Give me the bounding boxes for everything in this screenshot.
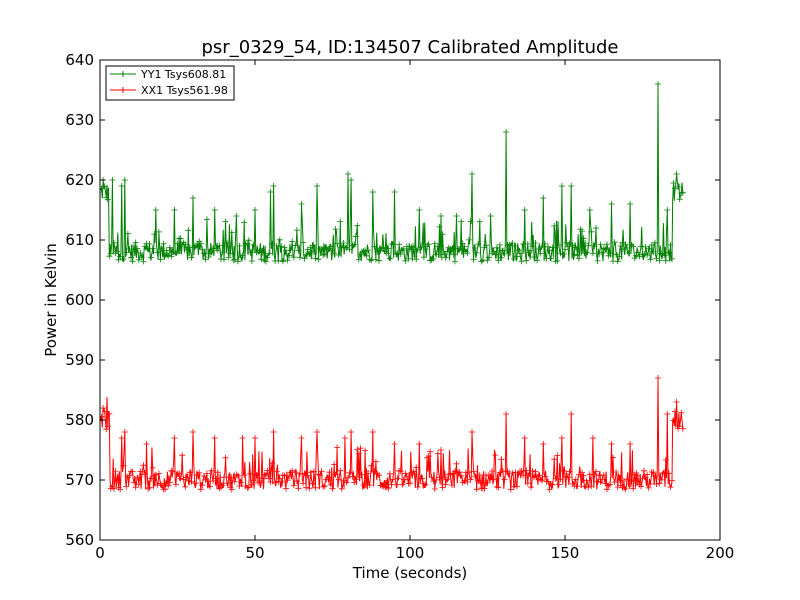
legend-box: [105, 65, 235, 101]
legend-marker-2: [120, 87, 126, 93]
y-tick-label: 630: [65, 111, 94, 129]
x-tick-label: 100: [396, 544, 425, 562]
legend-marker-1: [120, 71, 126, 77]
y-tick-label: 610: [65, 231, 94, 249]
series-2: [100, 375, 686, 493]
legend-label-1: YY1 Tsys608.81: [140, 68, 226, 81]
x-tick-label: 0: [95, 544, 105, 562]
y-tick-label: 620: [65, 171, 94, 189]
x-tick-label: 150: [551, 544, 580, 562]
axes-layer: 0 50 100 150 200 560 570 580 590 600 610 620 630 640: [65, 51, 734, 562]
chart-title: psr_0329_54, ID:134507 Calibrated Amplit…: [201, 37, 618, 58]
y-tick-label: 600: [65, 291, 94, 309]
x-tick-label: 50: [245, 544, 264, 562]
y-tick-label: 640: [65, 51, 94, 69]
legend-items: YY1 Tsys608.81 XX1 Tsys561.98: [110, 68, 228, 97]
legend: YY1 Tsys608.81 XX1 Tsys561.98: [105, 65, 235, 101]
legend-label-2: XX1 Tsys561.98: [141, 84, 228, 97]
x-axis-label: Time (seconds): [352, 564, 468, 582]
x-tick-label: 200: [706, 544, 735, 562]
series-markers: [100, 375, 686, 493]
y-axis-label: Power in Kelvin: [42, 243, 60, 357]
series-layer: [100, 81, 686, 493]
series-1: [100, 81, 686, 265]
series-markers: [100, 81, 686, 265]
y-tick-label: 580: [65, 411, 94, 429]
y-tick-label: 560: [65, 531, 94, 549]
y-tick-label: 590: [65, 351, 94, 369]
y-tick-label: 570: [65, 471, 94, 489]
